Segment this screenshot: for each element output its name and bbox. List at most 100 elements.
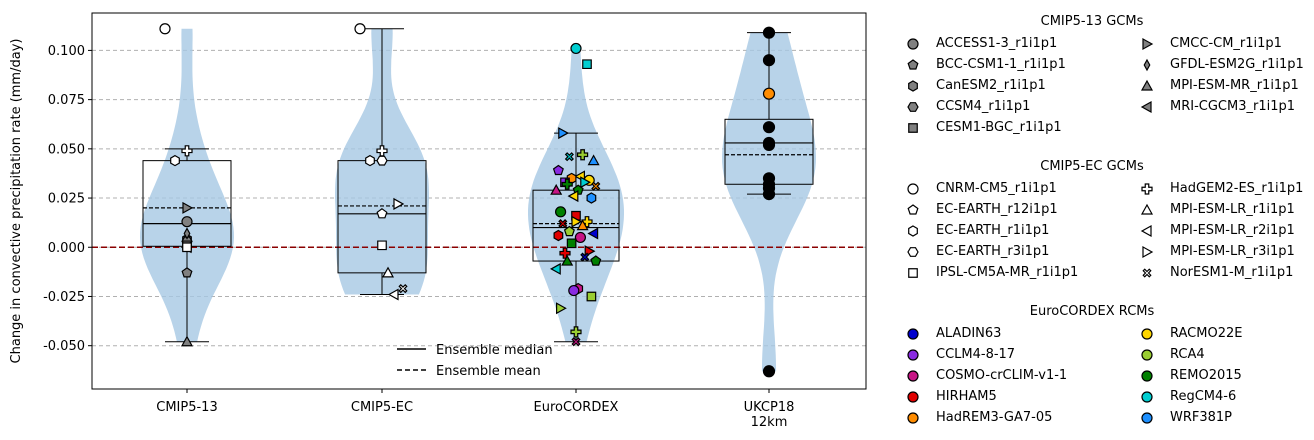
data-point — [381, 266, 395, 278]
data-point — [762, 87, 776, 100]
data-point — [580, 176, 592, 189]
legend-marker — [1141, 391, 1153, 403]
data-point — [762, 121, 776, 134]
data-point — [586, 192, 597, 204]
legend-label: COSMO-crCLIM-v1-1 — [936, 368, 1068, 383]
legend-marker-shape — [907, 370, 919, 382]
legend-marker-shape — [1140, 79, 1154, 91]
data-point — [181, 216, 193, 228]
data-point — [566, 238, 577, 249]
data-point — [170, 154, 180, 167]
legend-marker — [1141, 328, 1153, 340]
data-point — [590, 255, 602, 266]
y-axis-label: Change in convective precipitation rate … — [9, 39, 24, 364]
x-tick-label: UKCP18 — [744, 400, 795, 415]
data-point — [387, 288, 399, 301]
legend-marker — [907, 328, 919, 340]
legend-marker-shape — [1143, 58, 1151, 72]
legend-marker — [907, 412, 919, 424]
legend-label: RegCM4-6 — [1170, 389, 1237, 404]
x-tick-label: CMIP5-13 — [156, 400, 217, 415]
legend-marker-shape — [907, 247, 919, 257]
legend-section-title: CMIP5-EC GCMs — [1040, 159, 1144, 174]
legend-marker-shape — [1141, 391, 1153, 403]
data-point — [561, 178, 573, 190]
legend-marker — [1140, 224, 1152, 238]
data-point — [558, 219, 568, 229]
y-tick-label: -0.025 — [43, 290, 85, 305]
inline-legend-label: Ensemble median — [436, 343, 553, 358]
legend-marker-shape — [1142, 245, 1154, 259]
legend-label: ALADIN63 — [936, 326, 1002, 341]
legend-marker-shape — [908, 80, 918, 92]
legend-marker — [907, 370, 919, 382]
legend-label: HadREM3-GA7-05 — [936, 410, 1053, 425]
legend-marker-shape — [1142, 268, 1152, 278]
violin-plot: -0.050 -0.025 0.000 0.025 0.050 0.075 0.100 CMI… — [9, 12, 867, 430]
data-point — [180, 335, 194, 347]
data-point — [762, 188, 776, 201]
legend-marker — [907, 102, 919, 112]
data-point — [571, 337, 581, 347]
data-point — [581, 216, 593, 228]
legend-marker — [1141, 349, 1153, 361]
legend-marker — [1141, 183, 1153, 195]
data-point — [577, 149, 589, 161]
legend-label: MPI-ESM-LR_r3i1p1 — [1170, 244, 1295, 259]
legend-label: CNRM-CM5_r1i1p1 — [936, 181, 1057, 196]
legend-marker — [907, 38, 919, 50]
x-tick-label: 12km — [751, 415, 788, 430]
data-point — [159, 23, 171, 35]
data-point — [398, 284, 408, 294]
legend-label: RCA4 — [1170, 347, 1205, 362]
inline-legend-label: Ensemble mean — [436, 364, 541, 379]
data-point — [181, 267, 193, 278]
legend-section-title: CMIP5-13 GCMs — [1040, 14, 1144, 29]
legend-marker-shape — [1141, 183, 1153, 195]
data-point — [570, 326, 582, 338]
legend-label: GFDL-ESM2G_r1i1p1 — [1170, 57, 1304, 72]
legend-marker — [908, 123, 918, 133]
legend-marker-shape — [908, 268, 918, 278]
legend-marker — [1142, 268, 1152, 278]
y-tick-label: 0.000 — [48, 241, 85, 256]
legend-label: HIRHAM5 — [936, 389, 997, 404]
data-point — [558, 127, 570, 140]
legend-label: ACCESS1-3_r1i1p1 — [936, 36, 1058, 51]
legend-marker — [907, 349, 919, 361]
data-point — [182, 242, 192, 253]
legend-label: WRF381P — [1170, 410, 1233, 425]
legend-marker — [908, 268, 918, 278]
legend-label: CanESM2_r1i1p1 — [936, 78, 1046, 93]
legend-marker — [1141, 370, 1153, 382]
legend-label: MPI-ESM-LR_r2i1p1 — [1170, 223, 1295, 238]
violin — [722, 32, 816, 372]
legend-marker — [907, 204, 919, 215]
data-point — [181, 145, 193, 157]
data-point — [762, 365, 776, 378]
legend-marker — [907, 247, 919, 257]
legend-marker-shape — [907, 38, 919, 50]
legend-marker-shape — [907, 328, 919, 340]
data-point — [376, 208, 388, 219]
data-point — [554, 206, 567, 218]
legend-marker-shape — [1141, 349, 1153, 361]
legend-marker-shape — [907, 183, 919, 195]
data-point — [582, 59, 592, 70]
legend-marker-shape — [907, 59, 919, 70]
legend-marker-shape — [907, 412, 919, 424]
data-point — [552, 164, 564, 176]
legend-label: CCLM4-8-17 — [936, 347, 1016, 362]
legend-marker-shape — [1141, 370, 1153, 382]
legend-label: CMCC-CM_r1i1p1 — [1170, 36, 1282, 51]
y-tick-label: 0.050 — [48, 142, 85, 157]
data-point — [377, 240, 387, 251]
data-point — [574, 231, 587, 244]
data-point — [580, 252, 590, 262]
data-point — [762, 54, 776, 67]
legend-label: RACMO22E — [1170, 326, 1243, 341]
data-point — [183, 227, 191, 240]
legend-marker — [908, 80, 918, 92]
data-point — [182, 201, 194, 214]
legend-marker — [1140, 79, 1154, 91]
